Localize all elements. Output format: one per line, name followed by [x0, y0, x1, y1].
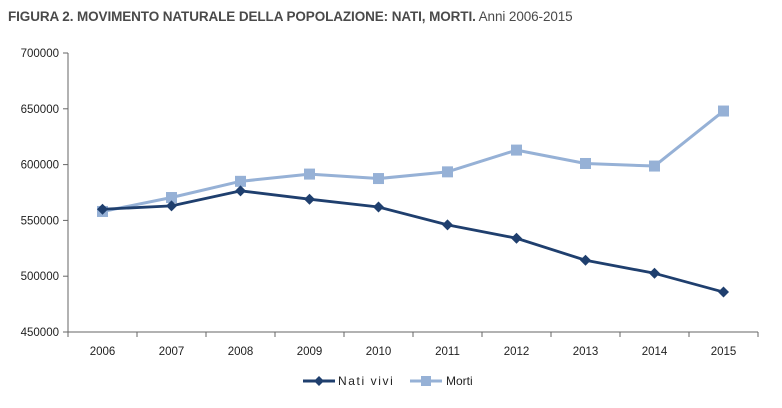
x-tick-label: 2008 [228, 346, 254, 358]
y-tick-label: 600000 [21, 160, 59, 172]
legend-label: Nati vivi [338, 374, 394, 388]
y-tick-label: 550000 [21, 215, 59, 227]
data-point-nati-vivi [166, 200, 177, 212]
x-tick-label: 2015 [711, 346, 737, 358]
data-point-morti [166, 192, 177, 204]
legend-marker [314, 376, 324, 386]
data-point-nati-vivi [304, 193, 315, 205]
legend-item-nati-vivi: Nati vivi [303, 374, 394, 388]
chart-axes: 450000 500000 550000 600000 650000 700000 2006… [21, 48, 759, 358]
x-tick-label: 2006 [90, 346, 116, 358]
chart-title-main: FIGURA 2. MOVIMENTO NATURALE DELLA POPOL… [8, 9, 476, 24]
data-point-morti [718, 105, 729, 117]
x-tick-label: 2014 [642, 346, 668, 358]
data-point-morti [442, 166, 453, 178]
data-point-nati-vivi [97, 203, 108, 215]
x-tick-label: 2011 [435, 346, 460, 358]
data-point-nati-vivi [649, 267, 660, 279]
legend-label: Morti [446, 374, 473, 388]
series-line [102, 109, 725, 213]
chart-legend: Nati vivi Morti [303, 374, 473, 388]
data-point-nati-vivi [235, 185, 246, 197]
legend-item-morti: Morti [410, 374, 473, 388]
x-tick-label: 2010 [366, 346, 392, 358]
data-point-nati-vivi [580, 254, 591, 266]
x-tick-label: 2013 [573, 346, 599, 358]
x-tick-label: 2012 [504, 346, 530, 358]
data-point-morti [304, 168, 315, 180]
y-tick-label: 650000 [21, 104, 59, 116]
data-point-morti [511, 144, 522, 156]
data-point-morti [373, 173, 384, 185]
chart-title-years: Anni 2006-2015 [478, 9, 573, 24]
data-point-morti [649, 160, 660, 172]
chart-series [97, 105, 729, 298]
legend-marker [421, 376, 431, 386]
data-point-nati-vivi [442, 219, 453, 231]
series-morti [97, 105, 729, 217]
series-nati-vivi [97, 185, 729, 298]
data-point-morti [580, 157, 591, 169]
x-tick-label: 2009 [297, 346, 323, 358]
y-tick-label: 500000 [21, 271, 59, 283]
x-tick-label: 2007 [159, 346, 185, 358]
data-point-nati-vivi [511, 232, 522, 244]
series-line [102, 189, 724, 294]
data-point-nati-vivi [373, 201, 384, 213]
data-point-nati-vivi [718, 286, 729, 298]
data-point-morti [235, 175, 246, 187]
y-tick-label: 700000 [21, 48, 59, 60]
y-tick-label: 450000 [21, 327, 59, 339]
chart-title: FIGURA 2. MOVIMENTO NATURALE DELLA POPOL… [8, 9, 573, 24]
